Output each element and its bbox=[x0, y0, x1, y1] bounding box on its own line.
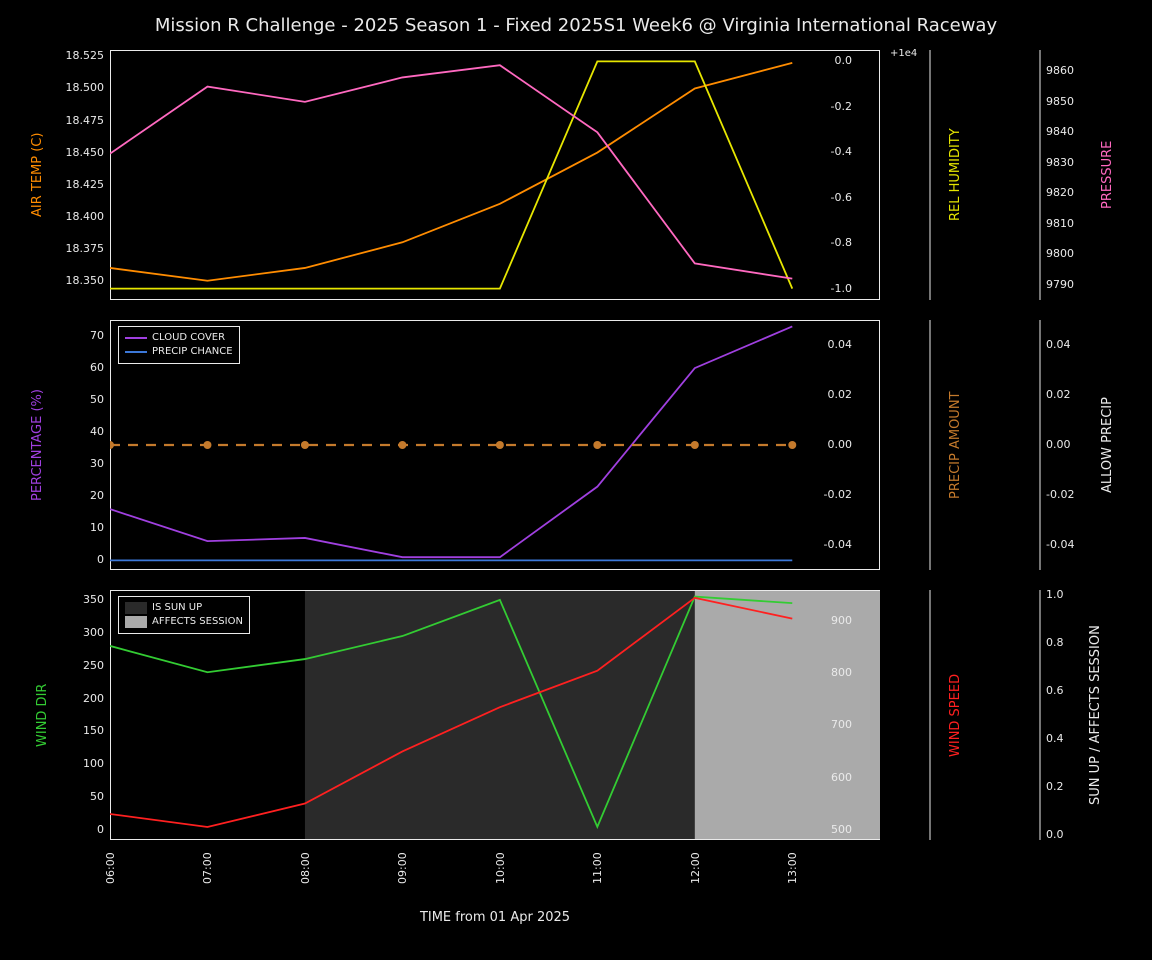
tick-label: 150 bbox=[49, 724, 104, 737]
tick-label: 200 bbox=[49, 692, 104, 705]
tick-label: 900 bbox=[797, 614, 852, 627]
tick-label: 800 bbox=[797, 666, 852, 679]
tick-label: 1.0 bbox=[1046, 588, 1101, 601]
sun-affects-label: SUN UP / AFFECTS SESSION bbox=[1088, 605, 1103, 825]
wind-speed-label: WIND SPEED bbox=[948, 660, 963, 770]
tick-label: 700 bbox=[797, 718, 852, 731]
legend-sun-session: IS SUN UPAFFECTS SESSION bbox=[118, 596, 250, 634]
tick-label: 600 bbox=[797, 771, 852, 784]
tick-label: 300 bbox=[49, 626, 104, 639]
tick-label: 500 bbox=[797, 823, 852, 836]
tick-label: 350 bbox=[49, 593, 104, 606]
tick-label: 100 bbox=[49, 757, 104, 770]
tick-label: 0.0 bbox=[1046, 828, 1101, 841]
tick-label: 0 bbox=[49, 823, 104, 836]
wind-dir-label: WIND DIR bbox=[35, 670, 50, 760]
tick-label: 50 bbox=[49, 790, 104, 803]
tick-label: 250 bbox=[49, 659, 104, 672]
